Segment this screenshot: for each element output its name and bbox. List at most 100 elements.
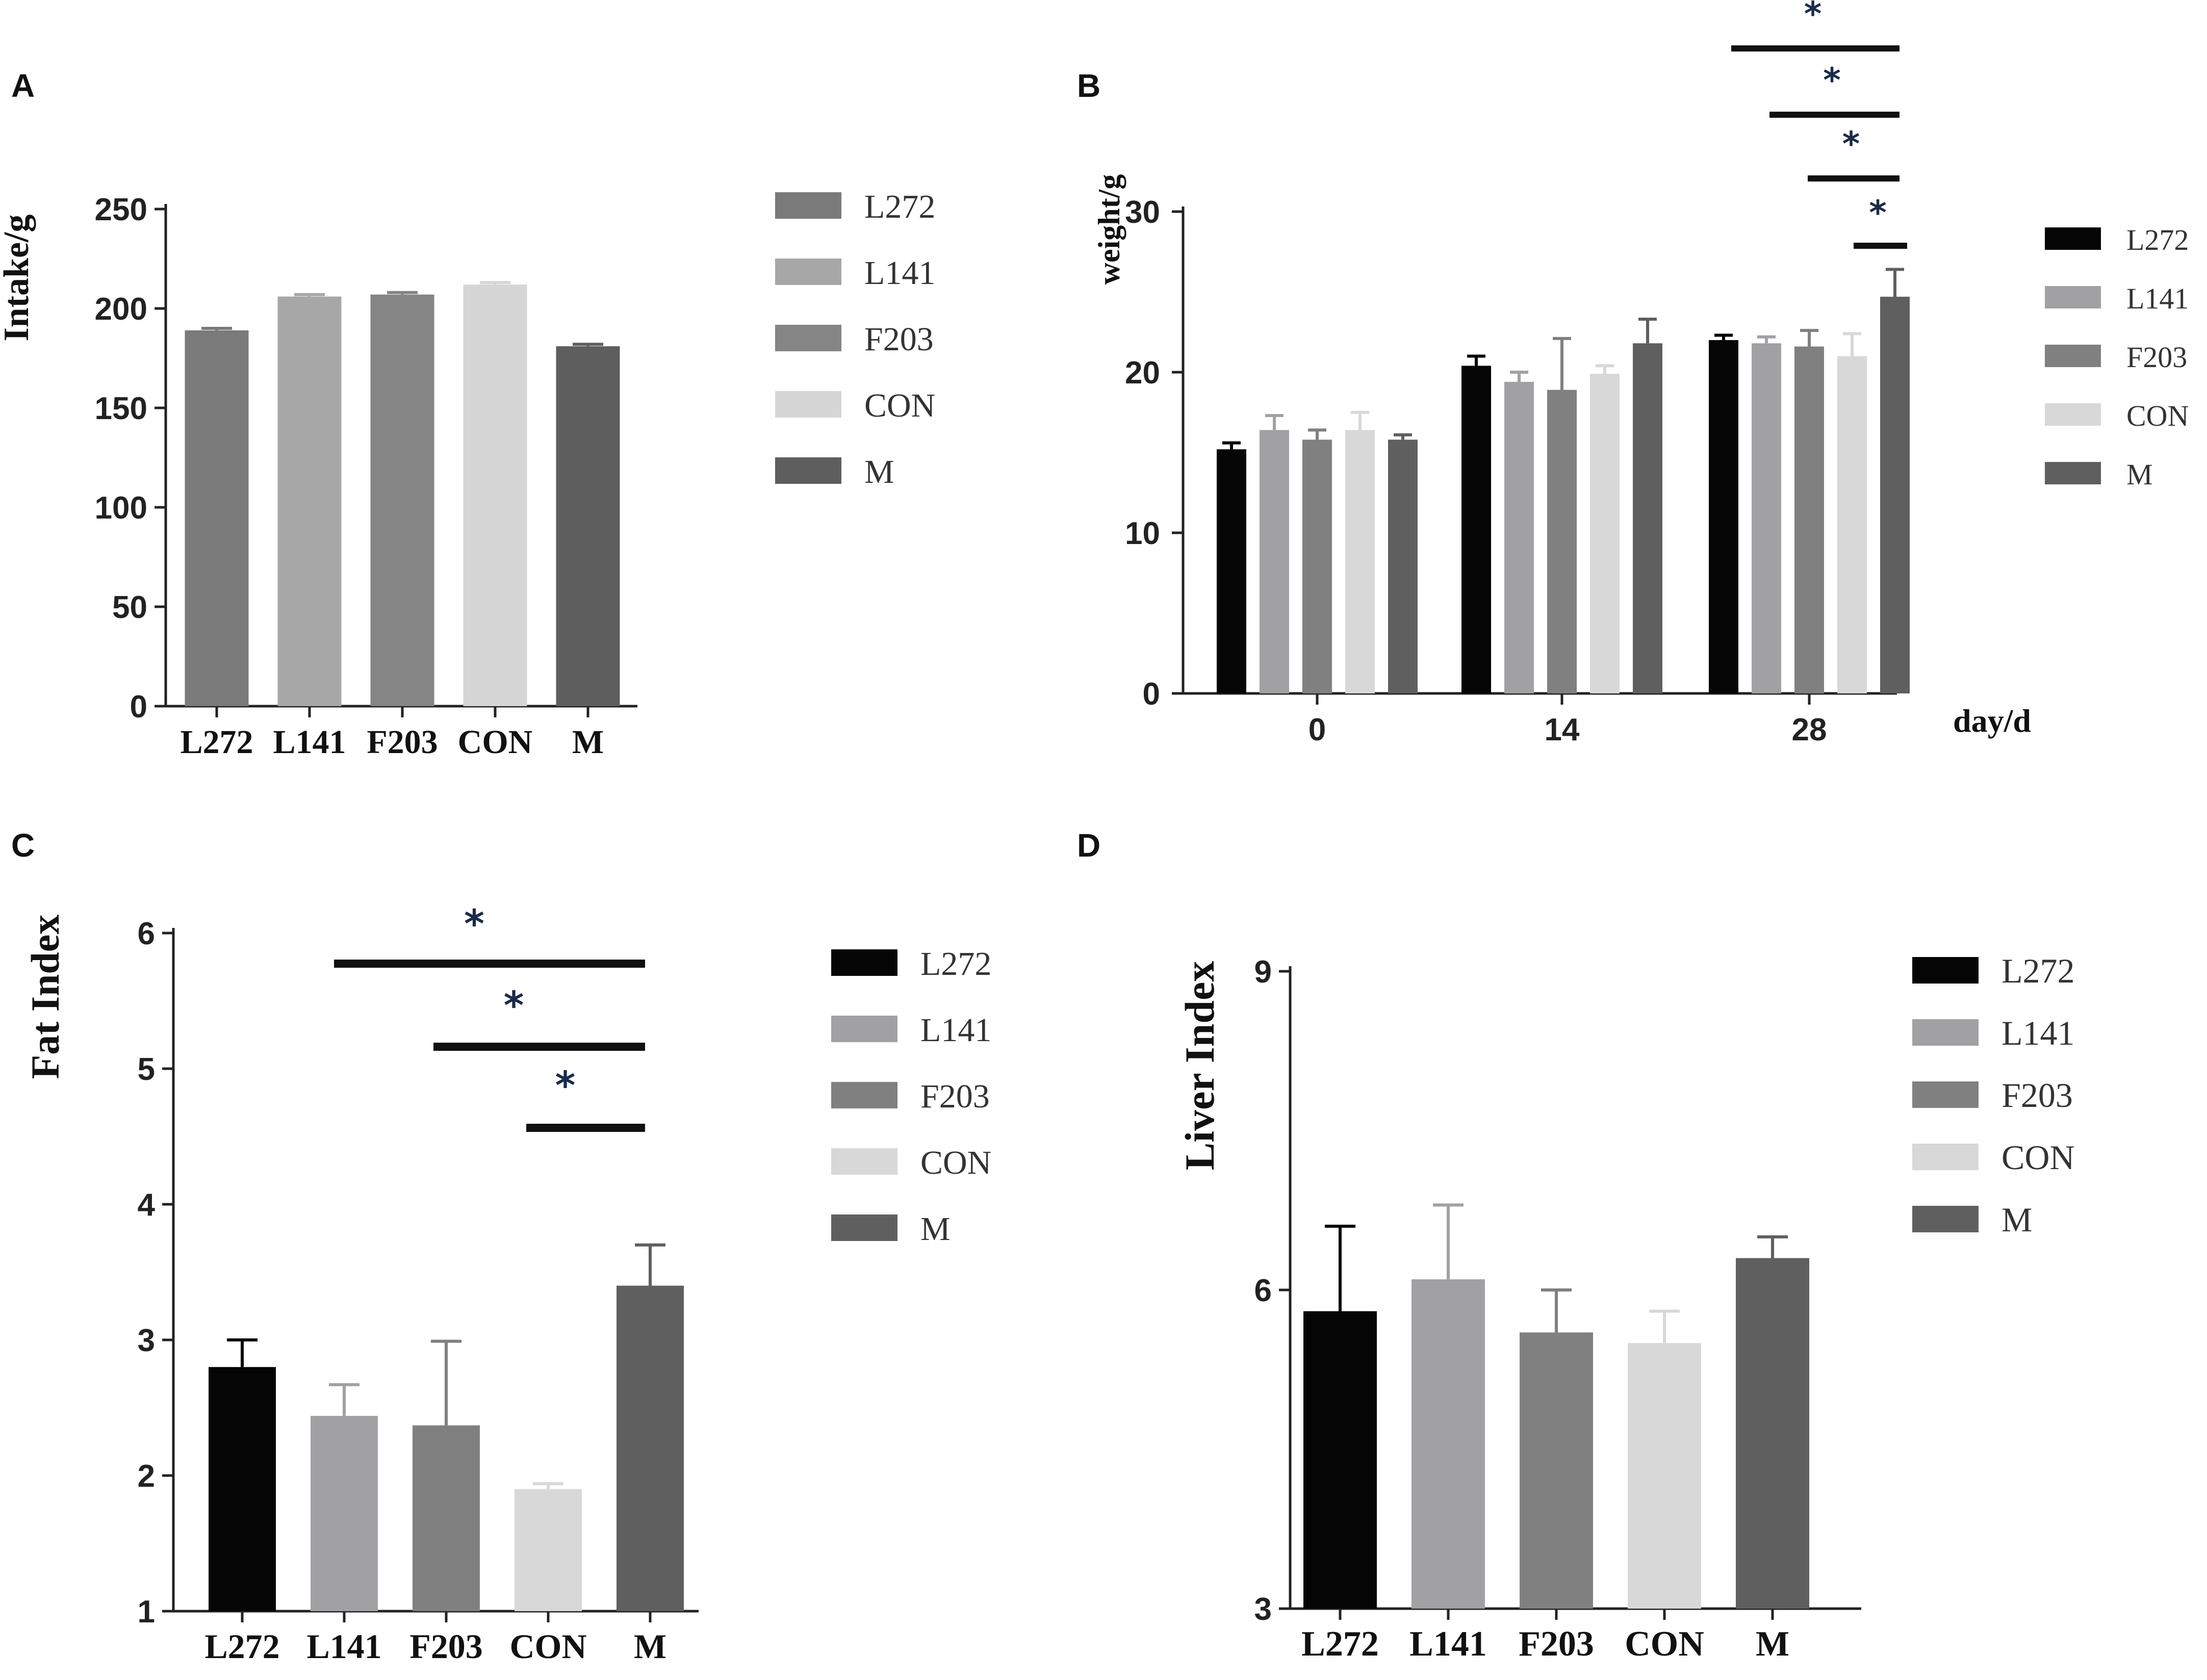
bar	[556, 346, 620, 706]
bar	[1709, 340, 1738, 693]
legend-label: F203	[920, 1078, 990, 1115]
bar	[1260, 430, 1289, 693]
legend-label: CON	[920, 1144, 991, 1181]
legend-label: L141	[920, 1012, 991, 1049]
y-tick-label: 10	[1125, 516, 1160, 551]
legend-label: M	[920, 1210, 951, 1248]
legend-label: F203	[2126, 341, 2187, 374]
x-tick-label: CON	[458, 723, 533, 761]
y-tick-label: 250	[95, 192, 147, 227]
legend-swatch	[2045, 286, 2101, 308]
y-tick-label: 9	[1254, 954, 1272, 990]
y-tick-label: 0	[1143, 677, 1160, 712]
legend-label: CON	[2126, 399, 2189, 432]
x-tick-label: M	[1756, 1624, 1789, 1664]
bar	[277, 296, 342, 706]
legend-swatch	[775, 325, 841, 351]
legend-swatch	[775, 391, 841, 418]
legend-swatch	[775, 192, 841, 219]
x-tick-label: L141	[306, 1627, 381, 1666]
significance-star: *	[555, 1063, 576, 1108]
legend-swatch	[775, 259, 841, 285]
bar	[515, 1489, 582, 1611]
legend-swatch	[2045, 462, 2101, 484]
bar	[1590, 374, 1620, 693]
bar	[1794, 346, 1824, 693]
chart-a-intake: 0 50 100 150 200 250 Intake/g L272 L141 F203 CON M L…	[0, 188, 935, 761]
significance-star: *	[1804, 0, 1822, 34]
y-axis-title: Intake/g	[0, 215, 36, 342]
legend-swatch	[2045, 345, 2101, 367]
x-tick-label: L141	[273, 723, 346, 761]
legend-swatch	[831, 1148, 897, 1175]
legend-swatch	[1912, 1206, 1979, 1232]
legend-swatch	[1912, 1019, 1979, 1046]
bar	[1547, 390, 1577, 693]
y-tick-label: 100	[95, 490, 147, 526]
x-tick-label: L272	[1301, 1624, 1379, 1664]
legend-swatch	[831, 949, 897, 976]
legend-label: F203	[864, 321, 934, 358]
panel-label-c: C	[11, 827, 35, 864]
x-tick-label: CON	[509, 1627, 586, 1666]
x-axis-title: day/d	[1953, 703, 2031, 739]
legend-swatch	[2045, 227, 2101, 250]
y-tick-label: 0	[130, 689, 147, 725]
bar	[1302, 440, 1332, 693]
bar	[1217, 449, 1246, 693]
x-tick-label: M	[634, 1627, 666, 1666]
bar	[1412, 1279, 1485, 1609]
bar	[1837, 356, 1867, 693]
bar	[1303, 1311, 1377, 1609]
y-tick-label: 4	[138, 1187, 156, 1223]
y-tick-label: 1	[138, 1594, 155, 1630]
bar	[1633, 343, 1662, 693]
y-tick-label: 200	[95, 292, 147, 327]
legend-swatch	[831, 1016, 897, 1042]
legend-swatch	[831, 1082, 897, 1108]
y-tick-label: 2	[138, 1459, 155, 1494]
bar	[1752, 343, 1781, 693]
bar	[463, 285, 527, 706]
y-tick-label: 3	[138, 1323, 155, 1358]
significance-star: *	[1869, 193, 1887, 232]
bar	[370, 294, 434, 706]
legend-swatch	[1912, 1144, 1979, 1170]
bar	[209, 1367, 276, 1611]
bar	[311, 1415, 378, 1611]
significance-star: *	[1823, 61, 1841, 100]
x-tick-label: CON	[1625, 1624, 1704, 1664]
x-tick-label: L272	[204, 1627, 279, 1666]
bar	[1880, 296, 1910, 693]
x-tick-label: F203	[367, 723, 438, 761]
y-tick-label: 3	[1254, 1592, 1272, 1627]
significance-star: *	[504, 983, 524, 1028]
legend-label: M	[2001, 1200, 2032, 1239]
x-tick-label: F203	[1519, 1624, 1594, 1664]
y-tick-label: 20	[1125, 355, 1160, 391]
x-tick-label: 14	[1545, 712, 1580, 747]
panel-label-d: D	[1077, 827, 1100, 864]
chart-c-fat-index: 1 2 3 4 5 6 Fat Index L272 L141 F203 CON M L272 L141 F…	[23, 901, 991, 1666]
legend-label: L141	[2001, 1014, 2075, 1052]
legend-label: L141	[864, 254, 935, 292]
legend-swatch	[1912, 957, 1979, 984]
x-tick-label: L141	[1409, 1624, 1487, 1664]
bar	[1736, 1258, 1809, 1609]
y-axis-title: weight/g	[1092, 174, 1126, 285]
bar	[185, 330, 249, 706]
y-axis-title: Fat Index	[23, 915, 67, 1079]
bar	[1461, 366, 1491, 693]
legend-label: M	[864, 453, 894, 490]
y-tick-label: 5	[138, 1052, 155, 1087]
y-tick-label: 6	[1254, 1273, 1272, 1308]
legend-label: CON	[864, 387, 935, 424]
legend-label: L272	[920, 945, 991, 983]
legend-label: L272	[864, 188, 935, 225]
legend-swatch	[2045, 403, 2101, 426]
y-tick-label: 30	[1125, 195, 1160, 230]
legend-swatch	[831, 1214, 897, 1241]
bar	[1345, 430, 1375, 693]
